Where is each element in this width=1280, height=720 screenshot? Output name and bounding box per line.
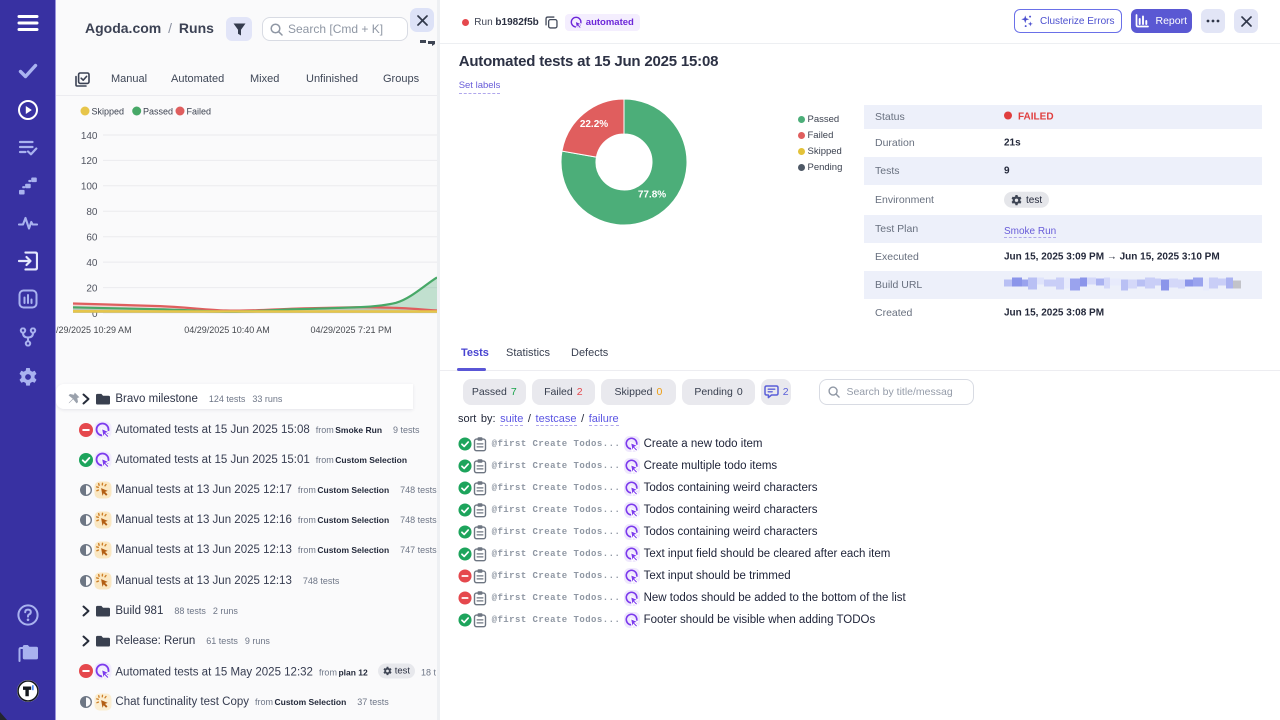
svg-text:77.8%: 77.8% <box>638 190 666 201</box>
svg-text:100: 100 <box>81 182 98 193</box>
svg-text:80: 80 <box>86 207 98 218</box>
svg-text:Failed: Failed <box>187 107 212 117</box>
svg-text:04/29/2025 7:21 PM: 04/29/2025 7:21 PM <box>310 325 391 335</box>
svg-text:0: 0 <box>92 309 98 320</box>
svg-text:Skipped: Skipped <box>92 107 125 117</box>
svg-text:20: 20 <box>86 283 98 294</box>
svg-text:Passed: Passed <box>143 107 173 117</box>
svg-text:60: 60 <box>86 233 98 244</box>
svg-text:/29/2025 10:29 AM: /29/2025 10:29 AM <box>56 325 132 335</box>
svg-text:140: 140 <box>81 131 98 142</box>
svg-text:22.2%: 22.2% <box>580 119 608 130</box>
svg-text:120: 120 <box>81 156 98 167</box>
svg-text:40: 40 <box>86 258 98 269</box>
svg-text:04/29/2025 10:40 AM: 04/29/2025 10:40 AM <box>184 325 270 335</box>
